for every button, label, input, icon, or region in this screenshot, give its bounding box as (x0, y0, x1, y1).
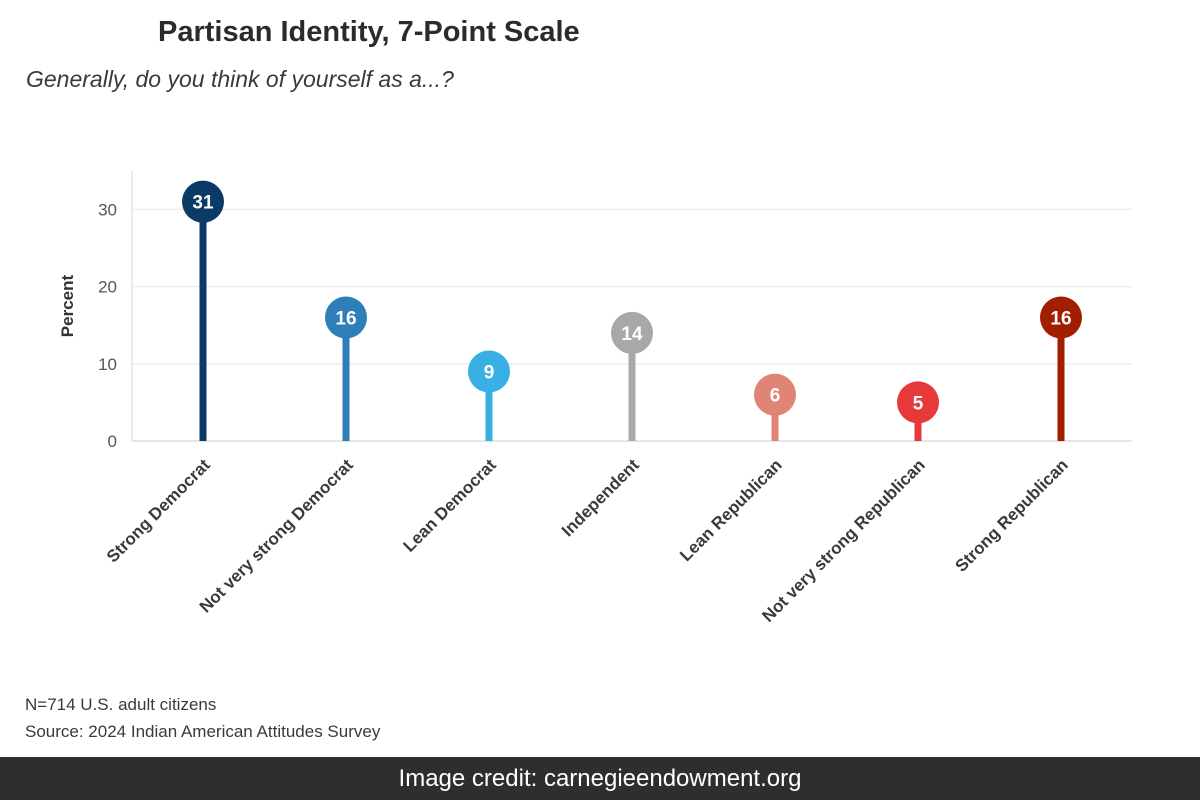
x-tick-label: Not very strong Republican (758, 455, 928, 625)
chart-title: Partisan Identity, 7-Point Scale (158, 16, 580, 48)
source-note: Source: 2024 Indian American Attitudes S… (25, 722, 381, 741)
y-axis-title: Percent (58, 274, 77, 337)
chart-subtitle: Generally, do you think of yourself as a… (26, 66, 454, 92)
data-label: 6 (770, 386, 781, 407)
data-label: 16 (335, 308, 356, 329)
y-tick-label: 0 (108, 432, 117, 451)
lollipop-head (754, 373, 796, 416)
y-tick-label: 10 (98, 355, 117, 374)
data-label: 9 (484, 363, 495, 384)
x-tick-label: Lean Republican (676, 455, 786, 565)
y-tick-label: 20 (98, 278, 117, 297)
x-tick-label: Strong Republican (952, 455, 1072, 575)
lollipop-head (1040, 296, 1082, 339)
lollipop-head (468, 350, 510, 393)
lollipop-head (325, 296, 367, 339)
data-label: 14 (621, 324, 643, 345)
chart-plot: 0 10 20 30 Percent 31 Strong Democrat 16 Not ver… (58, 170, 1132, 626)
image-credit-bar: Image credit: carnegieendowment.org (0, 757, 1200, 800)
sample-note: N=714 U.S. adult citizens (25, 695, 217, 714)
lollipop-head (611, 311, 653, 354)
x-tick-label: Lean Democrat (400, 455, 501, 556)
lollipop-head (897, 381, 939, 424)
x-tick-label: Independent (558, 455, 643, 540)
data-label: 31 (192, 193, 214, 214)
data-label: 16 (1050, 308, 1071, 329)
x-tick-label: Strong Democrat (103, 455, 214, 566)
lollipop-head (182, 180, 224, 223)
x-tick-label: Not very strong Democrat (196, 455, 357, 616)
data-label: 5 (913, 393, 924, 414)
image-credit-text: Image credit: carnegieendowment.org (398, 764, 802, 792)
y-tick-label: 30 (98, 200, 117, 219)
